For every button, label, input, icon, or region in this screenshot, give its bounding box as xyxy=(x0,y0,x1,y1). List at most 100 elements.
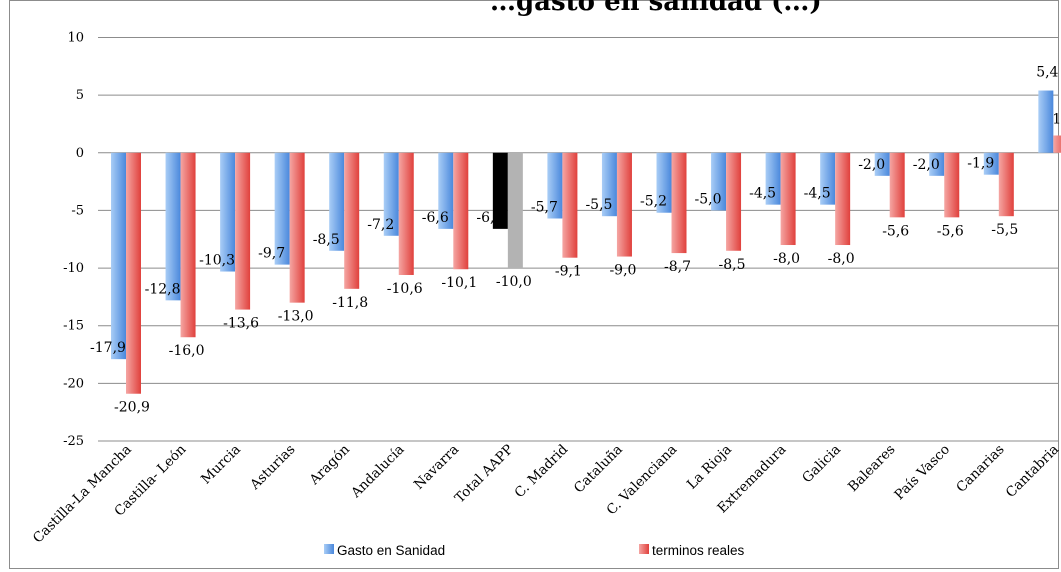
data-label-series1: -7,2 xyxy=(367,217,394,233)
gridlines xyxy=(98,37,1059,442)
bar-series1 xyxy=(874,152,890,176)
bar-series2 xyxy=(726,152,742,251)
bar-series1 xyxy=(601,152,617,217)
data-label-series2: -13,6 xyxy=(223,316,259,332)
data-label-series2: -9,0 xyxy=(609,263,636,279)
category-label: Murcia xyxy=(198,442,244,488)
bar-series2 xyxy=(180,152,196,338)
bar-series1 xyxy=(438,152,454,229)
data-label-series1: -5,2 xyxy=(640,194,667,210)
bar-series2 xyxy=(235,152,251,310)
bar-series1 xyxy=(1038,90,1054,153)
category-label: Cantabria xyxy=(1003,442,1061,501)
y-tick-label: -5 xyxy=(71,203,84,218)
legend-swatch-series2 xyxy=(639,544,649,554)
bar-series2 xyxy=(289,152,305,303)
bar-series2 xyxy=(344,152,360,289)
category-label: C. Madrid xyxy=(512,441,572,501)
data-label-series2: -11,8 xyxy=(332,295,368,311)
bar-series1 xyxy=(765,152,781,205)
bar-series2 xyxy=(453,152,469,270)
y-tick-label: 5 xyxy=(76,88,84,103)
data-label-series1: -12,8 xyxy=(145,281,181,297)
data-label-series1: -4,5 xyxy=(804,186,831,202)
category-label: Castilla-La Mancha xyxy=(30,442,135,547)
data-label-series2: -10,6 xyxy=(387,281,423,297)
category-label: Asturias xyxy=(246,441,298,493)
bar-series1 xyxy=(165,152,181,301)
data-label-series1: 5,4 xyxy=(1036,65,1058,81)
bar-series2 xyxy=(1053,135,1061,153)
y-tick-label: 0 xyxy=(76,146,84,161)
bar-series2 xyxy=(126,152,141,394)
data-label-series1: -2,0 xyxy=(858,157,885,173)
data-label-series2: -8,7 xyxy=(664,259,691,275)
data-label-series2: -5,5 xyxy=(991,222,1018,238)
legend-swatch-series1 xyxy=(324,544,334,554)
y-tick-label: -20 xyxy=(63,376,84,391)
bar-series1 xyxy=(656,152,672,213)
data-labels: -17,9 -20,9 -12,8 -16,0 -10,3 -13,6 -9,7 -13,0 -… xyxy=(90,65,1061,416)
data-label-series2: 1,5 xyxy=(1052,111,1061,127)
bar-series2 xyxy=(507,152,523,269)
category-label: Total AAPP xyxy=(452,442,517,507)
data-label-series1: -9,7 xyxy=(258,246,285,262)
chart-frame: …gasto en sanidad (…) xyxy=(9,0,1059,569)
bar-series2 xyxy=(835,152,851,246)
bar-series2 xyxy=(998,152,1014,217)
bar-series2 xyxy=(889,152,905,218)
data-label-series1: -2,0 xyxy=(913,157,940,173)
bar-series1 xyxy=(983,152,999,175)
bar-series2 xyxy=(780,152,796,246)
category-label: País Vasco xyxy=(891,442,953,504)
legend-label-series2: terminos reales xyxy=(652,543,745,558)
category-label: Andalucía xyxy=(347,442,407,502)
data-label-series2: -10,1 xyxy=(441,275,477,291)
data-label-series1: -8,5 xyxy=(313,232,340,248)
data-label-series1: -6,6 xyxy=(422,210,449,226)
bars xyxy=(111,90,1061,394)
legend-label-series1: Gasto en Sanidad xyxy=(337,543,445,558)
category-label: Galicia xyxy=(799,442,844,487)
y-tick-label: -15 xyxy=(63,319,84,334)
bar-series1 xyxy=(711,152,727,211)
bar-series1 xyxy=(329,152,345,251)
legend: Gasto en Sanidad terminos reales xyxy=(324,543,745,558)
data-label-series1: -5,7 xyxy=(531,199,558,215)
bar-series1 xyxy=(820,152,836,205)
category-label: Cataluña xyxy=(571,442,626,497)
y-axis-ticks: 10 5 0 -5 -10 -15 -20 -25 xyxy=(63,31,84,450)
data-label-series2: -16,0 xyxy=(169,343,205,359)
bar-series1 xyxy=(220,152,236,272)
data-label-series2: -10,0 xyxy=(496,274,532,290)
data-label-series2: -5,6 xyxy=(937,223,964,239)
data-label-series2: -9,1 xyxy=(555,264,582,280)
category-label: La Rioja xyxy=(684,442,735,493)
data-label-series1: -5,5 xyxy=(585,197,612,213)
data-label-series1: -5,0 xyxy=(695,191,722,207)
data-label-series1: -4,5 xyxy=(749,186,776,202)
y-tick-label: -25 xyxy=(63,434,84,449)
data-label-series2: -8,0 xyxy=(828,251,855,267)
bar-series2 xyxy=(616,152,632,257)
category-label: Baleares xyxy=(845,441,899,495)
data-label-series2: -5,6 xyxy=(882,223,909,239)
data-label-series2: -8,5 xyxy=(719,257,746,273)
bar-series1 xyxy=(547,152,563,219)
data-label-series1: -6,6 xyxy=(476,210,503,226)
data-label-series2: -13,0 xyxy=(278,309,314,325)
bar-series2 xyxy=(944,152,960,218)
y-tick-label: 10 xyxy=(67,31,84,46)
bar-series1 xyxy=(111,152,126,360)
data-label-series2: -8,0 xyxy=(773,251,800,267)
bar-series1 xyxy=(492,152,508,229)
data-label-series1: -1,9 xyxy=(967,156,994,172)
category-label: Navarra xyxy=(411,442,462,493)
data-label-series2: -20,9 xyxy=(114,400,150,416)
bar-series1 xyxy=(383,152,399,236)
bar-series2 xyxy=(562,152,578,258)
chart-title: …gasto en sanidad (…) xyxy=(490,0,822,17)
data-label-series1: -10,3 xyxy=(199,253,235,269)
